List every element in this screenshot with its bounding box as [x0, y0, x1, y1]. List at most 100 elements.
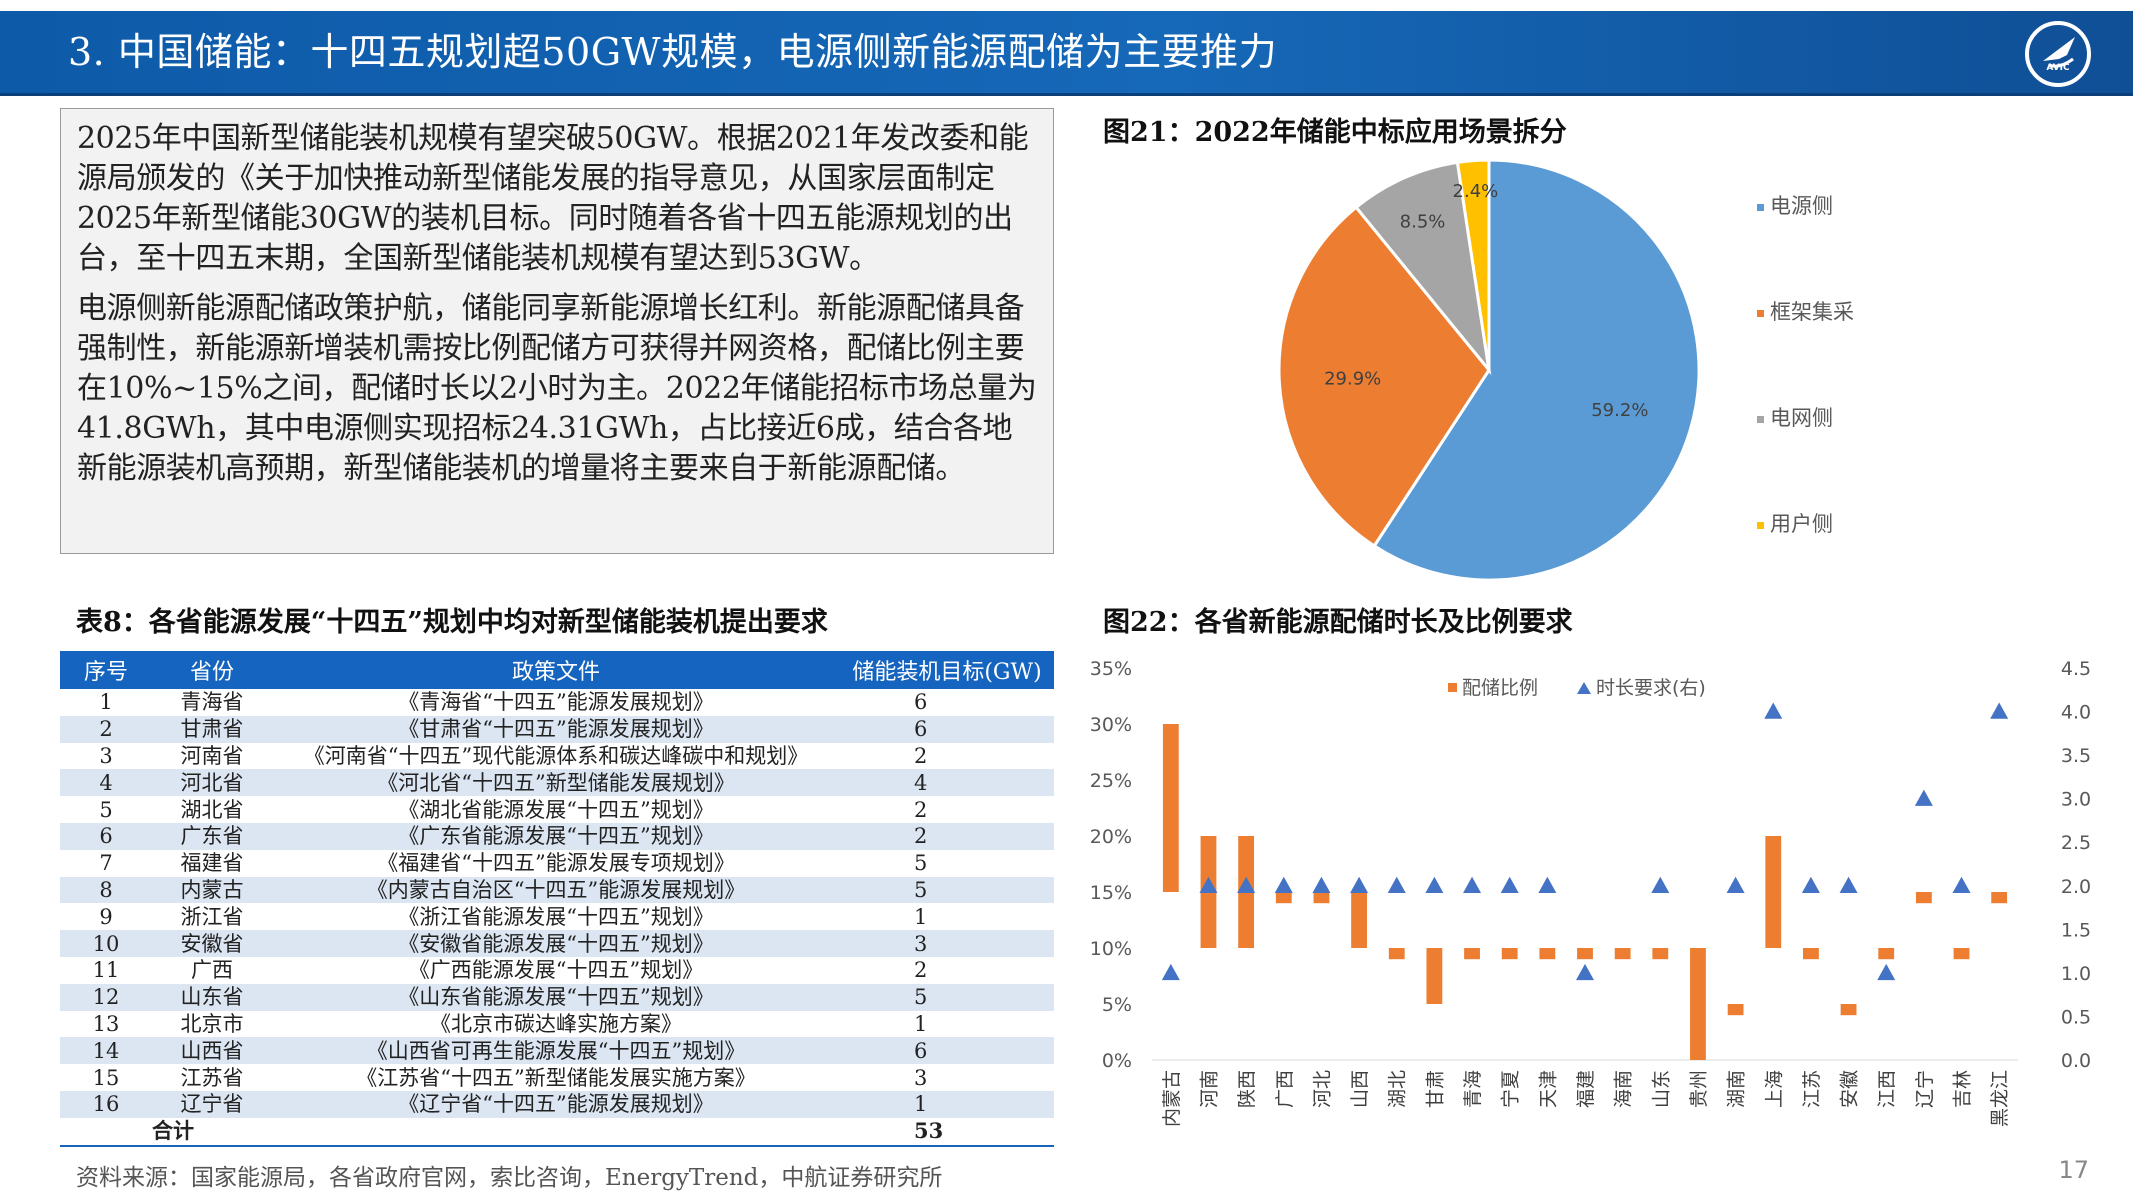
- range-bar: [1539, 948, 1556, 960]
- y-right-tick-label: 3.0: [2061, 789, 2090, 811]
- col-header-policy: 政策文件: [272, 651, 840, 689]
- table-row: 10 安徽省 《安徽省能源发展“十四五”规划》 3: [60, 930, 1054, 957]
- range-bar: [1501, 948, 1518, 960]
- x-tick-label: 贵州: [1688, 1070, 1710, 1108]
- y-right-tick-label: 2.0: [2061, 876, 2090, 898]
- duration-marker: [1274, 876, 1293, 893]
- duration-marker: [1952, 876, 1971, 893]
- row-index: 1: [99, 690, 113, 715]
- duration-marker: [1199, 876, 1218, 893]
- y-right-tick-label: 4.5: [2061, 658, 2090, 680]
- y-left-tick-label: 25%: [1090, 770, 1132, 792]
- pie-legend-label: 用户侧: [1770, 512, 1833, 536]
- range-bar: [1953, 948, 1970, 960]
- row-target: 2: [914, 958, 928, 983]
- fig22-caption: 图22：各省新能源配储时长及比例要求: [1103, 607, 1573, 638]
- source-note: 资料来源：国家能源局，各省政府官网，索比咨询，EnergyTrend，中航证券研…: [76, 1165, 943, 1191]
- row-index: 5: [99, 797, 113, 822]
- row-target: 5: [840, 983, 1054, 1011]
- table8-caption: 表8：各省能源发展“十四五”规划中均对新型储能装机提出要求: [76, 607, 828, 638]
- row-target: 3: [914, 1065, 928, 1090]
- legend-label-bar: 配储比例: [1462, 677, 1538, 699]
- y-right-tick-label: 2.5: [2061, 832, 2090, 854]
- col-header-province: 省份: [152, 651, 272, 689]
- total-spacer-2: [272, 1117, 840, 1147]
- row-index: 15: [92, 1065, 120, 1090]
- row-target: 2: [914, 743, 928, 768]
- legend-swatch: [1757, 204, 1764, 211]
- row-index: 11: [92, 958, 120, 983]
- y-right-tick-label: 1.0: [2061, 963, 2090, 985]
- range-bar: [1577, 948, 1593, 960]
- row-province: 河北省: [152, 769, 272, 797]
- row-index: 13: [92, 1011, 120, 1036]
- x-tick-label: 上海: [1763, 1070, 1785, 1108]
- row-target: 6: [914, 690, 928, 715]
- duration-marker: [1839, 876, 1858, 893]
- table-row: 3 河南省 《河南省“十四五”现代能源体系和碳达峰碳中和规划》 2: [60, 743, 1054, 770]
- row-target: 3: [840, 930, 1054, 957]
- row-policy: 《广东省能源发展“十四五”规划》: [272, 822, 840, 850]
- x-tick-label: 安徽: [1839, 1070, 1861, 1108]
- row-target: 6: [840, 715, 1054, 743]
- logo-text: AVIC: [2046, 63, 2070, 73]
- row-target: 5: [840, 876, 1054, 904]
- row-province: 湖北省: [180, 797, 244, 822]
- pie-legend-label: 框架集采: [1770, 300, 1854, 324]
- range-bar: [1426, 948, 1443, 1004]
- duration-marker: [1500, 876, 1519, 893]
- row-province: 江苏省: [180, 1065, 244, 1090]
- row-policy: 《浙江省能源发展“十四五”规划》: [398, 904, 714, 929]
- range-bar: [1727, 1004, 1744, 1016]
- pie-legend-label: 电网侧: [1770, 406, 1833, 430]
- duration-marker: [1463, 876, 1482, 893]
- x-tick-label: 天津: [1537, 1070, 1559, 1108]
- table-row: 13 北京市 《北京市碳达峰实施方案》 1: [60, 1011, 1054, 1038]
- row-province: 河南省: [180, 743, 244, 768]
- table-row: 16 辽宁省 《辽宁省“十四五”能源发展规划》 1: [60, 1090, 1054, 1118]
- x-tick-label: 广西: [1274, 1070, 1296, 1108]
- y-left-tick-label: 20%: [1090, 826, 1132, 848]
- policy-table: 序号 省份 政策文件 储能装机目标(GW) 1 青海省 《青海省“十四五”能源发展规…: [60, 651, 1054, 1147]
- table-header-row: 序号 省份 政策文件 储能装机目标(GW): [60, 651, 1054, 689]
- x-tick-label: 吉林: [1952, 1070, 1974, 1108]
- legend-swatch: [1757, 522, 1764, 529]
- row-policy: 《广西能源发展“十四五”规划》: [408, 958, 704, 983]
- range-bar: [1275, 892, 1292, 904]
- row-index: 9: [99, 904, 113, 929]
- row-index: 7: [99, 851, 113, 876]
- row-target: 2: [840, 822, 1054, 850]
- legend-swatch: [1757, 310, 1764, 317]
- row-policy: 《青海省“十四五”能源发展规划》: [398, 690, 714, 715]
- pie-value-label: 29.9%: [1324, 368, 1381, 389]
- pie-slice-1: [1277, 205, 1491, 548]
- range-bar: [1313, 892, 1330, 904]
- avic-logo: AVIC: [2025, 21, 2091, 87]
- table-total-row: 合计 53: [60, 1117, 1054, 1147]
- range-bar: [1652, 948, 1669, 960]
- table-row: 9 浙江省 《浙江省能源发展“十四五”规划》 1: [60, 903, 1054, 930]
- duration-marker: [1538, 876, 1557, 893]
- intro-paragraph-2: 电源侧新能源配储政策护航，储能同享新能源增长红利。新能源配储具备强制性，新能源新…: [77, 291, 1037, 486]
- y-right-tick-label: 1.5: [2061, 919, 2090, 941]
- range-bar: [1162, 724, 1179, 892]
- total-spacer: [60, 1117, 152, 1147]
- y-right-tick-label: 0.0: [2061, 1050, 2090, 1072]
- row-province: 广西: [191, 958, 233, 983]
- range-bar: [1464, 948, 1480, 960]
- y-left-tick-label: 10%: [1090, 938, 1132, 960]
- duration-marker: [1576, 963, 1594, 981]
- intro-text-box: 2025年中国新型储能装机规模有望突破50GW。根据2021年发改委和能源局颁发…: [60, 108, 1054, 554]
- fig21-caption: 图21：2022年储能中标应用场景拆分: [1103, 117, 1567, 148]
- x-tick-label: 福建: [1575, 1070, 1597, 1108]
- pie-slice-3: [1455, 158, 1491, 371]
- pie-legend-label: 电源侧: [1770, 194, 1833, 218]
- duration-marker: [1726, 876, 1745, 893]
- row-target: 1: [914, 904, 928, 929]
- legend-swatch-bar: [1448, 683, 1457, 692]
- pie-value-label: 59.2%: [1591, 400, 1648, 421]
- row-province: 北京市: [180, 1011, 244, 1036]
- row-policy: 《湖北省能源发展“十四五”规划》: [398, 797, 714, 822]
- row-index: 10: [60, 930, 152, 957]
- row-policy: 《甘肃省“十四五”能源发展规划》: [272, 715, 840, 743]
